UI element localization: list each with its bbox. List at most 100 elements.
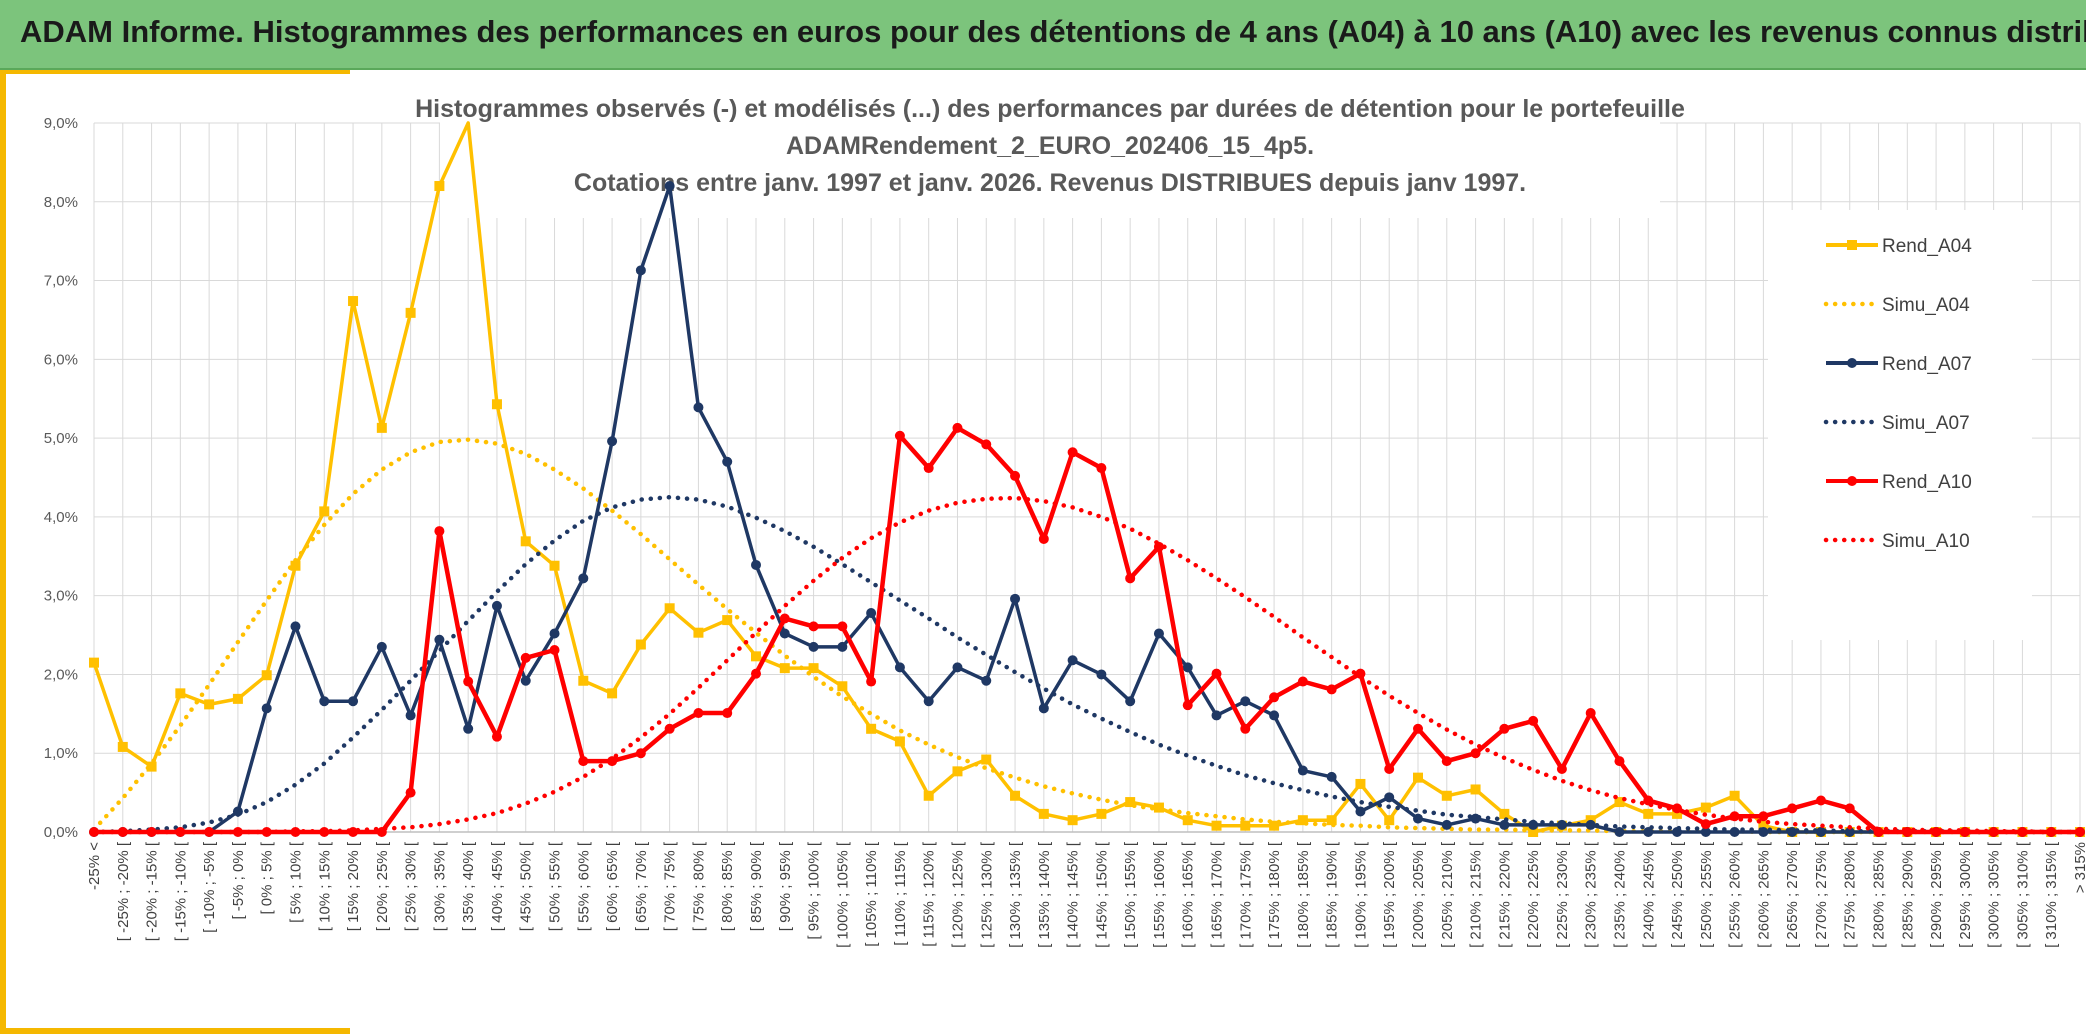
y-tick-label: 0,0% [44,824,78,841]
data-point-rend-a07 [607,436,618,447]
legend-label-rend-a07: Rend_A07 [1882,354,1972,375]
data-point-rend-a04 [1672,808,1683,819]
data-point-rend-a10 [1528,715,1539,726]
x-tick-label: [ 50% ; 55% [ [547,841,564,931]
x-tick-label: [ 245% ; 250% [ [1669,841,1686,948]
data-point-rend-a10 [1787,803,1798,814]
data-point-rend-a04 [1441,790,1452,801]
series-simu-a10 [91,495,2083,835]
data-point-rend-a04 [1153,802,1164,813]
data-point-rend-a07 [1067,655,1078,666]
x-tick-label: [ 145% ; 150% [ [1093,841,1110,948]
data-point-rend-a04 [1240,820,1251,831]
data-point-rend-a04 [232,693,243,704]
data-point-rend-a07 [1125,696,1136,707]
data-point-rend-a04 [319,506,330,517]
x-tick-label: [ 215% ; 220% [ [1496,841,1513,948]
data-point-rend-a04 [1038,808,1049,819]
x-tick-label: > 315% [2072,842,2086,893]
x-tick-label: [ 185% ; 190% [ [1324,841,1341,948]
data-point-rend-a10 [578,756,589,767]
data-point-rend-a10 [204,827,215,837]
x-tick-label: [ 25% ; 30% [ [403,841,420,931]
legend-item-simu-a04: Simu_A04 [1823,295,1970,316]
data-point-rend-a04 [146,761,157,772]
y-tick-label: 6,0% [44,351,78,368]
x-tick-label: [ -25% ; -20% [ [115,841,132,941]
y-axis-ticks: 0,0% 1,0% 2,0% 3,0% 4,0% 5,0% 6,0% 7,0% 8,0% 9,0% [44,115,78,841]
x-tick-label: [ 280% ; 285% [ [1871,841,1888,948]
x-tick-label: [ 85% ; 90% [ [748,841,765,931]
data-point-rend-a10 [894,430,905,441]
x-tick-label: [ 310% ; 315% [ [2043,841,2060,948]
data-point-rend-a04 [1297,815,1308,826]
x-tick-label: [ 195% ; 200% [ [1381,841,1398,948]
histogram-chart: 0,0% 1,0% 2,0% 3,0% 4,0% 5,0% 6,0% 7,0% 8,0% 9,0%… [44,90,2086,948]
x-tick-label: [ 265% ; 270% [ [1784,841,1801,948]
x-tick-label: [ 70% ; 75% [ [662,841,679,931]
series-line-simu-a10 [91,495,2083,835]
x-tick-label: [ 15% ; 20% [ [345,841,362,931]
chart-title-line-3: Cotations entre janv. 1997 et janv. 2026… [574,169,1526,197]
legend-item-rend-a10: Rend_A10 [1826,472,1972,493]
data-point-rend-a07 [319,696,330,707]
data-point-rend-a10 [1096,463,1107,474]
x-tick-label: [ 125% ; 130% [ [978,841,995,948]
data-point-rend-a04 [1182,815,1193,826]
data-point-rend-a07 [232,806,243,817]
data-point-rend-a10 [520,652,531,663]
data-point-rend-a07 [1355,806,1366,817]
data-point-rend-a07 [923,696,934,707]
x-tick-label: [ 220% ; 225% [ [1525,841,1542,948]
data-point-rend-a10 [952,422,963,433]
x-tick-label: [ 135% ; 140% [ [1036,841,1053,948]
y-tick-label: 1,0% [44,745,78,762]
chart-title-background [440,90,1660,218]
x-tick-label: [ 200% ; 205% [ [1410,841,1427,948]
series-line-rend-a04 [92,121,2080,834]
series-simu-a04 [91,437,2083,835]
data-point-rend-a04 [89,657,99,668]
x-tick-label: [ 5% ; 10% [ [287,841,304,923]
x-tick-label: [ 110% ; 115% [ [892,841,909,946]
data-point-rend-a10 [491,731,502,742]
data-point-rend-a10 [1614,756,1625,767]
data-point-rend-a04 [578,675,589,686]
series-line-rend-a10 [94,425,2080,835]
data-point-rend-a10 [434,526,445,537]
data-point-rend-a10 [549,645,560,656]
data-point-rend-a10 [866,676,877,687]
data-point-rend-a04 [1499,808,1510,819]
data-point-rend-a10 [1556,763,1567,774]
data-point-rend-a10 [1384,763,1395,774]
data-point-rend-a10 [1240,723,1251,734]
y-tick-label: 3,0% [44,588,78,605]
data-point-rend-a10 [146,827,157,837]
accent-bar-bottom [0,1028,350,1034]
data-point-rend-a10 [1470,748,1481,759]
data-point-rend-a10 [1211,668,1222,679]
x-tick-label: [ 305% ; 310% [ [2014,841,2031,948]
legend-marker-rend-a10 [1847,476,1857,486]
x-tick-label: [ -15% ; -10% [ [172,841,189,941]
data-point-rend-a10 [664,723,675,734]
data-point-rend-a10 [1844,803,1855,814]
x-tick-label: [ 175% ; 180% [ [1266,841,1283,948]
data-point-rend-a07 [1585,819,1596,830]
data-point-rend-a10 [981,439,992,450]
x-tick-label: [ 255% ; 260% [ [1727,841,1744,948]
data-point-rend-a04 [1470,784,1481,795]
x-tick-label: [ -10% ; -5% [ [201,841,218,933]
data-point-rend-a04 [405,307,416,318]
x-tick-label: [ -20% ; -15% [ [144,841,161,941]
data-point-rend-a04 [434,181,445,192]
data-point-rend-a04 [952,766,963,777]
data-point-rend-a07 [1413,813,1423,824]
data-point-rend-a07 [894,662,905,673]
data-point-rend-a07 [1096,669,1107,680]
x-tick-label: [ 10% ; 15% [ [316,841,333,931]
data-point-rend-a07 [1297,765,1308,776]
legend-background [1768,210,2032,640]
data-point-rend-a10 [1269,692,1280,703]
data-point-rend-a04 [491,399,502,410]
